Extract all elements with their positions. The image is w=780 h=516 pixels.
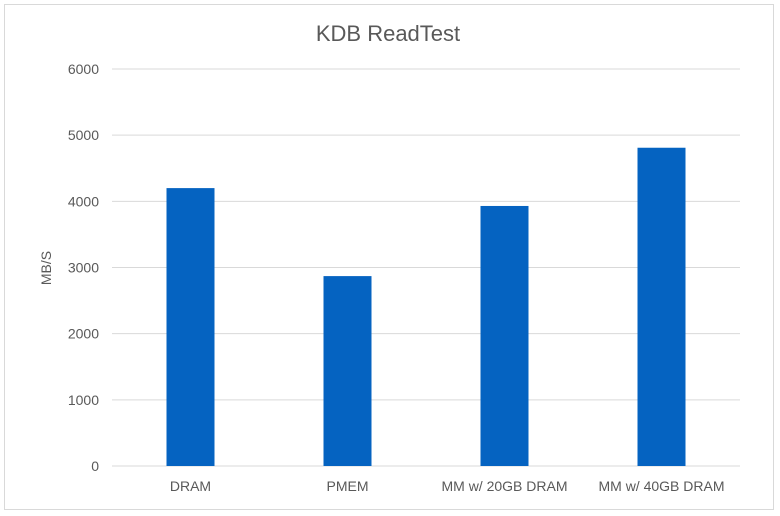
bar-pmem [323, 276, 372, 466]
bar-mm-w-40gb-dram [637, 147, 686, 466]
x-axis-ticks: DRAM PMEM MM w/ 20GB DRAM MM w/ 40GB DRAM [170, 478, 725, 494]
y-tick-label: 0 [91, 458, 99, 474]
x-tick-label: PMEM [327, 478, 369, 494]
chart-title: KDB ReadTest [316, 21, 460, 46]
x-tick-label: MM w/ 20GB DRAM [441, 478, 567, 494]
gridlines [112, 68, 740, 467]
y-tick-label: 4000 [68, 193, 99, 209]
y-tick-label: 6000 [68, 61, 99, 77]
x-tick-label: MM w/ 40GB DRAM [598, 478, 724, 494]
y-tick-label: 5000 [68, 127, 99, 143]
x-tick-label: DRAM [170, 478, 211, 494]
y-axis-ticks: 0 1000 2000 3000 4000 5000 6000 [68, 61, 99, 474]
bar-dram [166, 188, 215, 466]
y-tick-label: 1000 [68, 392, 99, 408]
y-tick-label: 3000 [68, 260, 99, 276]
bar-mm-w-20gb-dram [480, 205, 529, 466]
y-axis-label: MB/S [38, 251, 54, 285]
bars [166, 147, 686, 466]
y-tick-label: 2000 [68, 326, 99, 342]
